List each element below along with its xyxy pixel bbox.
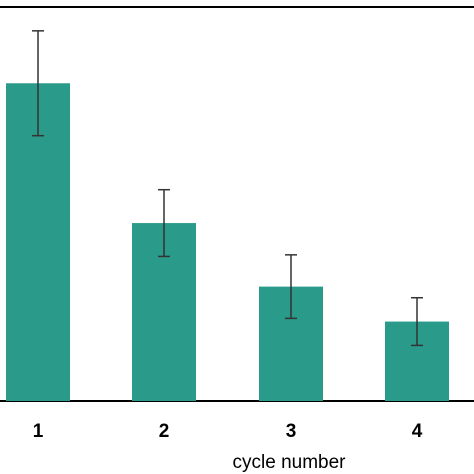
x-tick-label-4: 4: [412, 421, 423, 442]
error-bar-4: [411, 296, 423, 347]
x-tick-label-1: 1: [33, 421, 44, 442]
error-bar-1: [32, 30, 44, 137]
bars-group: [6, 83, 449, 402]
error-bar-2: [158, 188, 170, 258]
x-axis-label: cycle number: [233, 452, 347, 473]
error-bar-3: [285, 254, 297, 320]
x-tick-label-2: 2: [159, 421, 170, 442]
x-tick-label-3: 3: [286, 421, 297, 442]
error-bars-group: [32, 30, 423, 347]
x-tick-labels: 1 2 3 4: [33, 421, 423, 442]
